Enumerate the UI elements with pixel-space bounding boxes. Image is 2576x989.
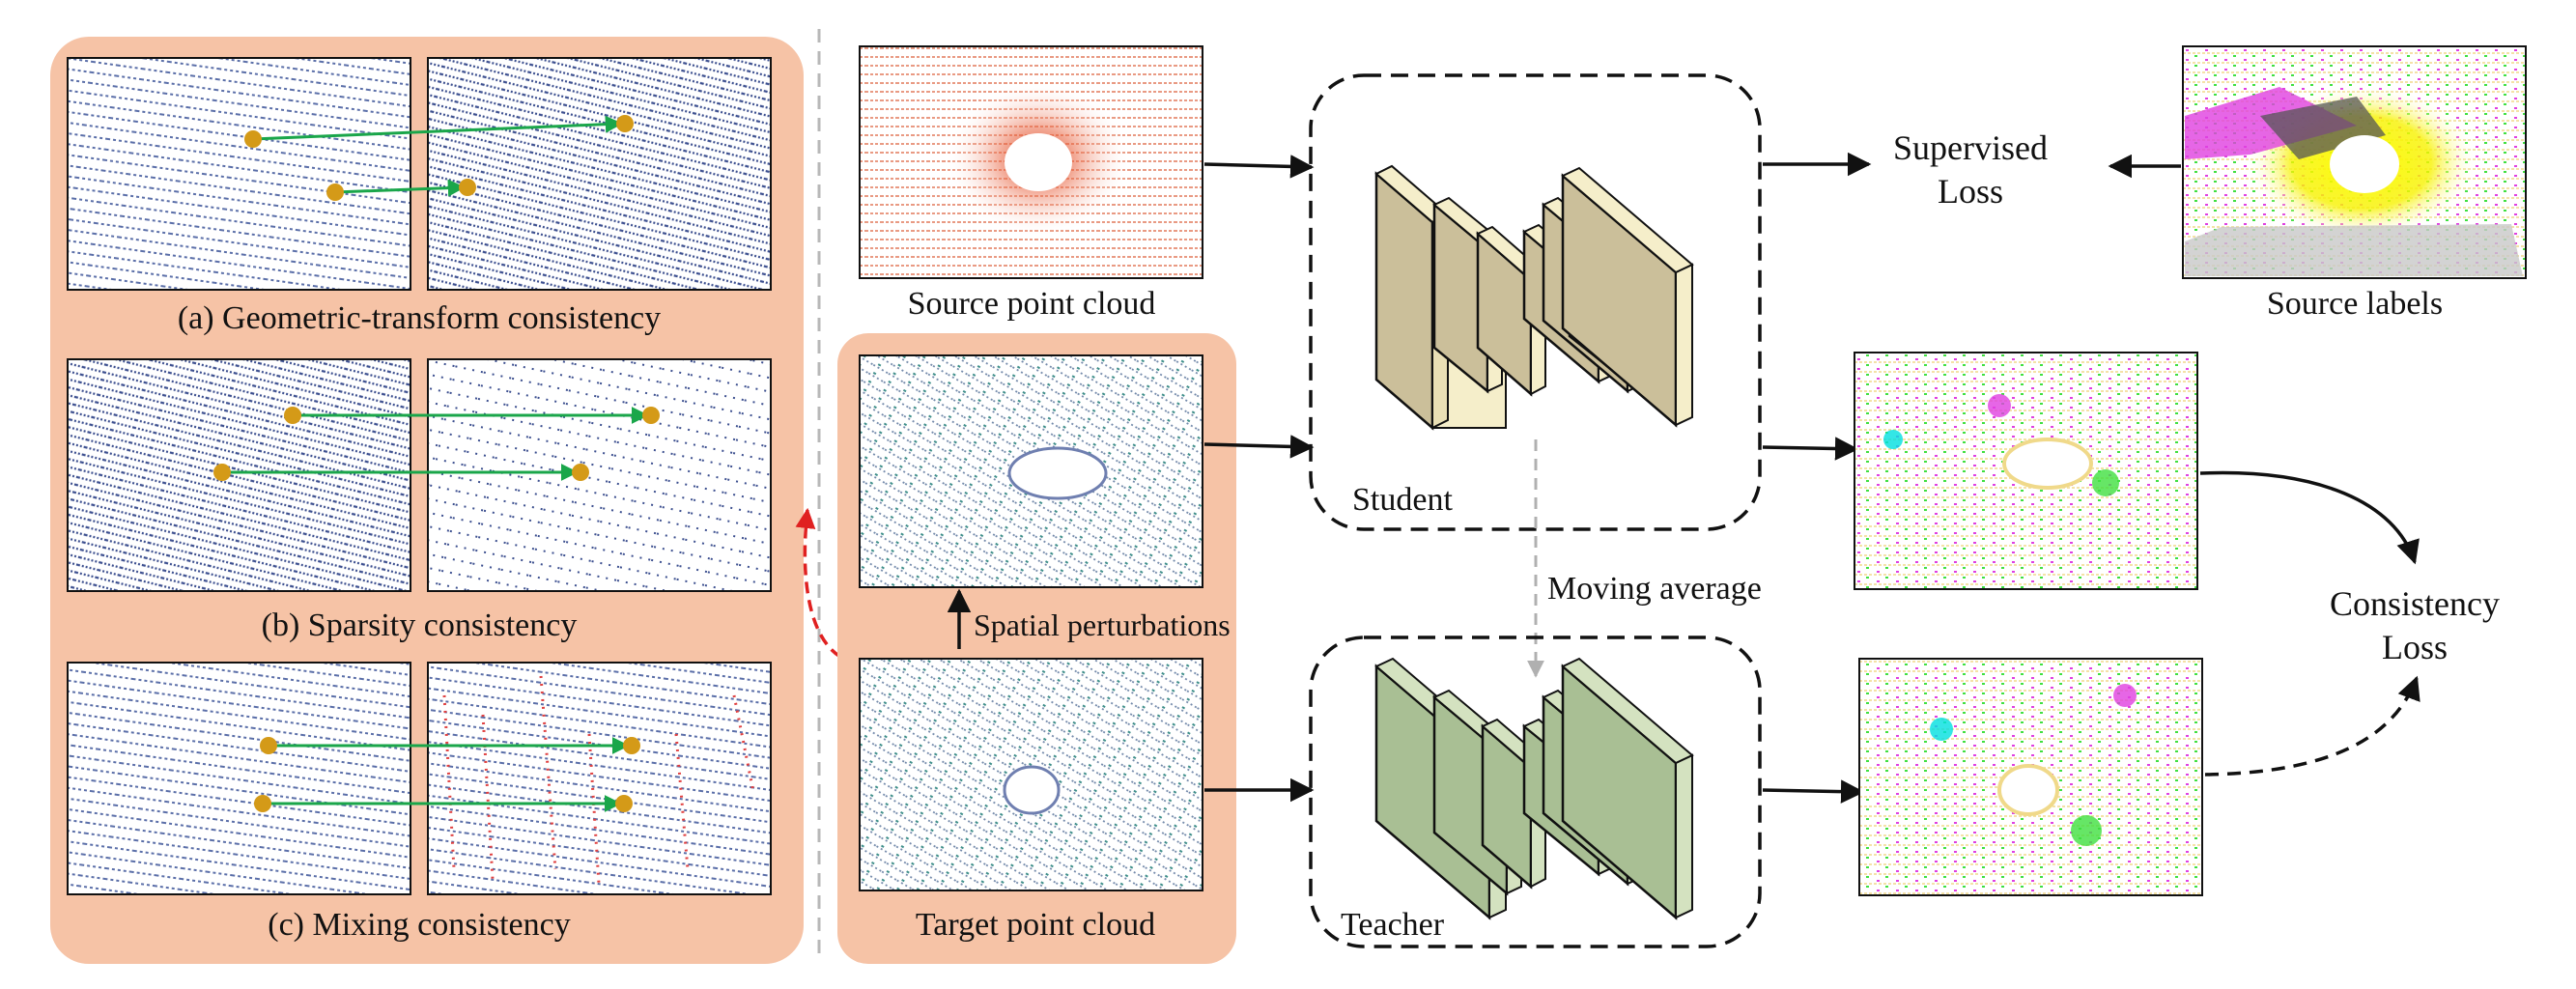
source-labels-scan-hole [2330, 135, 2399, 193]
keypoint [260, 737, 277, 754]
keypoint [616, 115, 634, 132]
mixing-example: (c) Mixing consistency [67, 662, 772, 943]
target-scan-hole [1003, 765, 1061, 815]
source-labels-label: Source labels [2267, 286, 2443, 322]
consistency-loss-line1: Consistency [2330, 584, 2500, 623]
keypoint [615, 795, 633, 812]
sparsity-sparse-thumb [427, 358, 772, 592]
consistency-loss-line2: Loss [2382, 628, 2448, 666]
keypoint [572, 464, 589, 481]
teacher-label: Teacher [1341, 907, 1445, 943]
mixed-red-points [442, 675, 755, 885]
teacher-prediction [1858, 658, 2203, 896]
keypoint [213, 464, 231, 481]
mixing-caption: (c) Mixing consistency [268, 907, 571, 943]
keypoint [623, 737, 640, 754]
target-panel: Spatial perturbations Target point cloud [837, 333, 1236, 964]
student-pred-to-consistency-arrow [2199, 470, 2420, 565]
teacher-to-prediction-arrow [1762, 779, 1865, 804]
supervised-loss-line1: Supervised [1893, 128, 2048, 167]
source-labels: Source labels [2182, 45, 2527, 322]
teacher-network: Teacher [1309, 636, 1762, 948]
keypoint [254, 795, 271, 812]
sparsity-caption: (b) Sparsity consistency [262, 608, 578, 643]
keypoint [642, 407, 660, 424]
teacher-box [1309, 636, 1762, 948]
supervised-loss: Supervised Loss [1893, 128, 2048, 211]
perturbed-to-student-arrow [1203, 435, 1315, 459]
student-layers [1374, 164, 1694, 431]
perturbed-scan-hole [1007, 446, 1108, 500]
consistency-panel: (a) Geometric-transform consistency (b) … [50, 37, 804, 964]
target-to-consistency-link [795, 507, 841, 659]
mixing-original-thumb [67, 662, 411, 895]
source-to-student-arrow [1203, 155, 1315, 179]
keypoint [326, 184, 344, 201]
spatial-perturbations-label: Spatial perturbations [974, 608, 1231, 642]
geometric-transformed-thumb [427, 57, 772, 291]
match-arrow [252, 115, 623, 141]
geometric-transform-example: (a) Geometric-transform consistency [67, 57, 772, 336]
student-box [1309, 73, 1762, 531]
student-network: Student [1309, 73, 1762, 531]
geometric-caption: (a) Geometric-transform consistency [178, 300, 661, 336]
source-point-cloud-label: Source point cloud [908, 286, 1156, 322]
keypoint [284, 407, 301, 424]
source-labels-class-region [2185, 224, 2523, 276]
target-point-cloud-label: Target point cloud [916, 907, 1155, 943]
source-scan-hole [1005, 133, 1072, 191]
supervised-loss-line2: Loss [1938, 172, 2003, 211]
sparsity-dense-thumb [67, 358, 411, 592]
teacher-prediction-scan-hole [1997, 764, 2059, 816]
match-arrow [334, 179, 466, 197]
teacher-pred-to-consistency-arrow [2204, 675, 2420, 777]
mixing-mixed-thumb [427, 662, 772, 895]
student-prediction-scan-hole [2002, 438, 2093, 490]
source-point-cloud: Source point cloud [859, 45, 1203, 322]
consistency-loss: Consistency Loss [2330, 584, 2500, 666]
student-prediction [1854, 352, 2198, 590]
teacher-layers [1374, 657, 1694, 920]
student-label: Student [1352, 482, 1453, 518]
moving-average-label: Moving average [1547, 571, 1762, 607]
geometric-original-thumb [67, 57, 411, 291]
keypoint [459, 179, 476, 196]
keypoint [244, 130, 262, 148]
sparsity-example: (b) Sparsity consistency [67, 358, 772, 643]
student-to-prediction-arrow [1762, 437, 1859, 461]
